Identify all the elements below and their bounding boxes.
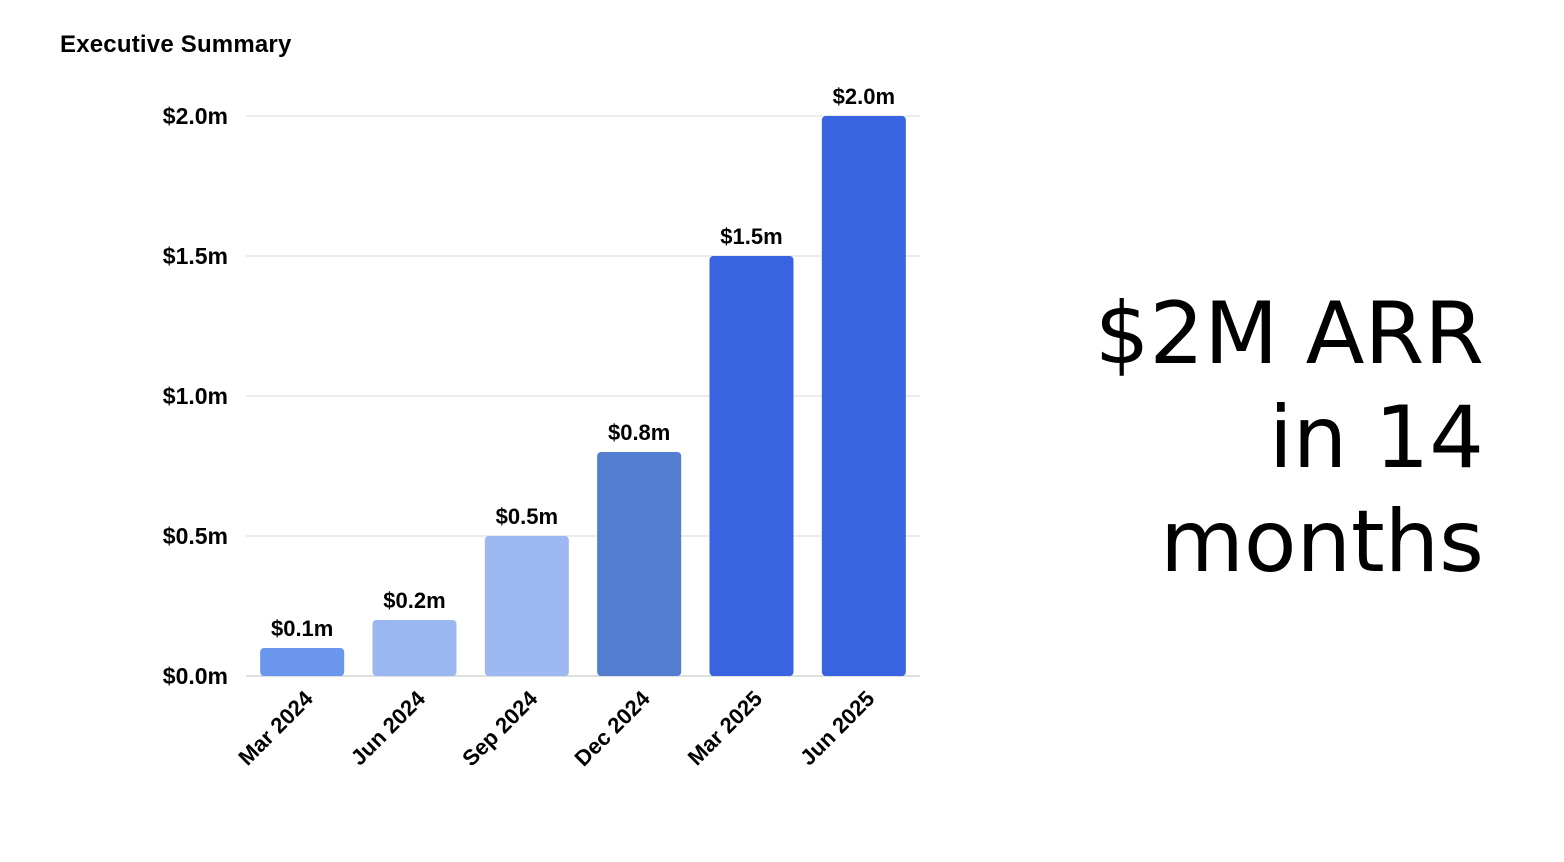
bar-value-label: $1.5m (720, 224, 782, 249)
y-tick-label: $0.5m (163, 523, 228, 549)
x-tick-label: Sep 2024 (457, 685, 543, 771)
bar (484, 536, 569, 676)
headline-line-2: in 14 (1268, 388, 1484, 488)
y-axis-ticks: $0.0m $0.5m $1.0m $1.5m $2.0m (163, 103, 228, 689)
y-tick-label: $1.5m (163, 243, 228, 269)
headline-text: $2M ARR in 14 months (1095, 282, 1484, 594)
bar (821, 116, 906, 676)
y-tick-label: $2.0m (163, 103, 228, 129)
bar-value-label: $0.1m (271, 616, 333, 641)
executive-summary-label: Executive Summary (60, 31, 292, 58)
bar (597, 452, 682, 676)
y-tick-label: $1.0m (163, 383, 228, 409)
bar (372, 620, 457, 676)
x-tick-label: Mar 2024 (233, 685, 318, 770)
headline-line-1: $2M ARR (1094, 284, 1484, 384)
bars (260, 116, 906, 676)
bar-value-labels: $0.1m $0.2m $0.5m $0.8m $1.5m $2.0m (271, 84, 895, 641)
bar-value-label: $0.5m (496, 504, 558, 529)
arr-bar-chart: $0.0m $0.5m $1.0m $1.5m $2.0m $0.1m $0.2m $0.5… (163, 84, 920, 771)
bar-value-label: $0.2m (383, 588, 445, 613)
y-tick-label: $0.0m (163, 663, 228, 689)
x-tick-label: Mar 2025 (683, 686, 767, 770)
x-axis-ticks: Mar 2024 Jun 2024 Sep 2024 Dec 2024 Mar 2025… (233, 685, 879, 771)
x-tick-label: Dec 2024 (570, 685, 656, 771)
x-tick-label: Jun 2025 (795, 686, 879, 770)
headline-line-3: months (1160, 492, 1484, 592)
x-tick-label: Jun 2024 (346, 685, 431, 770)
bar (709, 256, 794, 676)
bar (260, 648, 345, 676)
bar-value-label: $2.0m (833, 84, 895, 109)
bar-value-label: $0.8m (608, 420, 670, 445)
grid-lines (246, 115, 920, 677)
